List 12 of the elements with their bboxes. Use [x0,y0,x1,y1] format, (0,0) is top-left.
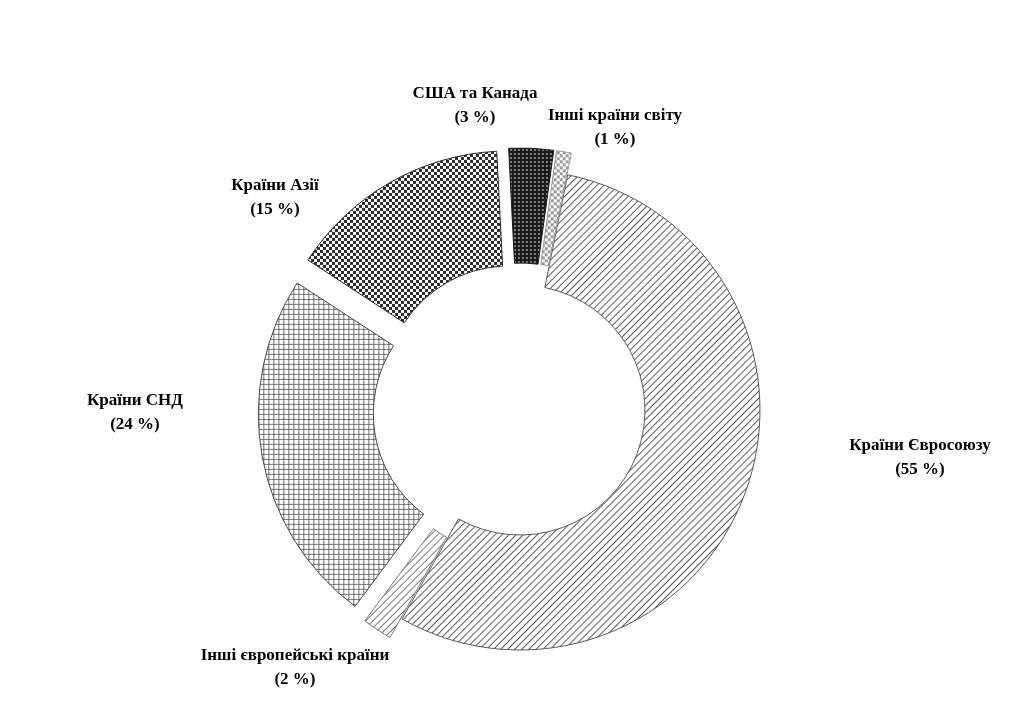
slice-label: Країни СНД [86,390,184,409]
slice-label: Інші країни світу [547,105,683,124]
slice-label: Країни Євросоюзу [849,435,992,454]
slice-label: Інші європейські країни [200,645,390,664]
data-label: (24 %) [110,414,160,433]
data-label: (15 %) [250,199,300,218]
slice-label: США та Канада [412,83,538,102]
data-label: (55 %) [895,459,945,478]
data-label: (3 %) [454,107,496,126]
data-label: (1 %) [594,129,636,148]
data-label: (2 %) [274,669,316,688]
slice-label: Країни Азії [231,175,319,194]
